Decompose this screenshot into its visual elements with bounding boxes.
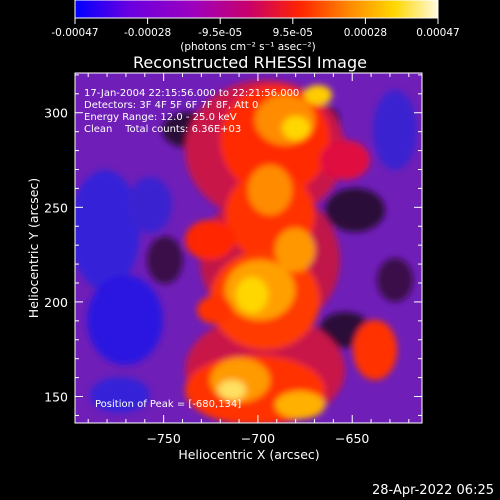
x-tick-label: −650 [335, 431, 369, 446]
colorbar-tick-label: -0.00028 [124, 27, 171, 39]
x-tick-label: −750 [146, 431, 180, 446]
colorbar-ticks: -0.00047 -0.00028 -9.5e-05 9.5e-05 0.00028 0.… [51, 18, 460, 39]
plot-title: Reconstructed RHESSI Image [133, 53, 367, 72]
colorbar-tick-label: -0.00047 [51, 27, 98, 39]
y-axis-ticks: 150 200 250 300 [44, 74, 422, 416]
info-line-clean: Clean Total counts: 6.36E+03 [84, 124, 241, 135]
colorbar-tick-label: -9.5e-05 [198, 27, 242, 39]
info-line-energy: Energy Range: 12.0 - 25.0 keV [84, 112, 237, 123]
x-tick-label: −700 [241, 431, 275, 446]
colorbar-tick-label: 9.5e-05 [273, 27, 313, 39]
x-axis-label: Heliocentric X (arcsec) [178, 447, 319, 462]
y-axis-label: Heliocentric Y (arcsec) [26, 178, 41, 318]
y-tick-label: 200 [44, 295, 68, 310]
info-line-time: 17-Jan-2004 22:15:56.000 to 22:21:56.000 [84, 88, 299, 99]
colorbar-tick-label: 0.00028 [344, 27, 387, 39]
colorbar-unit-label: (photons cm⁻² s⁻¹ asec⁻²) [180, 41, 315, 53]
colorbar-tick-label: 0.00047 [416, 27, 459, 39]
plot-frame [74, 72, 423, 424]
y-tick-label: 250 [44, 200, 68, 215]
colorbar: -0.00047 -0.00028 -9.5e-05 9.5e-05 0.00028 0.… [51, 0, 460, 53]
footer-timestamp: 28-Apr-2022 06:25 [372, 483, 494, 498]
y-tick-label: 150 [44, 390, 68, 405]
colorbar-gradient [74, 0, 439, 19]
info-block: 17-Jan-2004 22:15:56.000 to 22:21:56.000… [84, 88, 299, 135]
plot-image [75, 73, 422, 423]
peak-position-label: Position of Peak = [-680,134] [95, 399, 241, 410]
x-axis-ticks: −750 −700 −650 [87, 73, 410, 446]
y-tick-label: 300 [44, 106, 68, 121]
info-line-detectors: Detectors: 3F 4F 5F 6F 7F 8F, Att 0 [84, 100, 258, 111]
